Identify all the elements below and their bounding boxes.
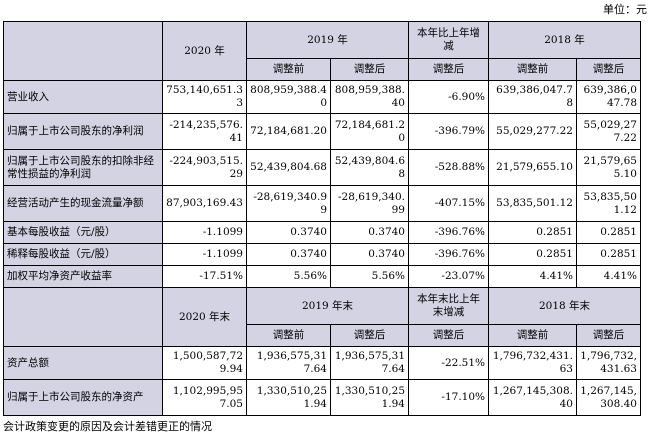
value-2020: -1.1099 (162, 243, 247, 266)
value-2019-before: 5.56% (246, 265, 331, 288)
header-2019: 2019 年 (246, 21, 409, 59)
subheader-change-after: 调整后 (408, 58, 489, 81)
value-2020: 1,500,587,729.94 (162, 346, 247, 380)
table-row: 归属于上市公司股东的扣除非经常性损益的净利润 -224,903,515.29 5… (3, 149, 641, 186)
section1-subheader-row: 调整前 调整后 调整后 调整前 调整后 (4, 58, 641, 81)
value-2019-after: 1,330,510,251.94 (330, 379, 409, 416)
value-2018-before: 4.41% (488, 265, 577, 288)
value-2019-after: 72,184,681.20 (330, 113, 409, 150)
value-2020: -214,235,576.41 (162, 113, 247, 150)
value-2020: 87,903,169.43 (162, 185, 247, 222)
value-change: -23.07% (408, 265, 489, 288)
row-label: 归属于上市公司股东的净资产 (3, 379, 163, 416)
value-2018-after: 0.2851 (576, 243, 641, 266)
value-change: -396.79% (408, 113, 489, 150)
header-2019-end: 2019 年末 (246, 287, 409, 325)
header-change: 本年比上年增减 (408, 21, 489, 59)
subheader-2018-after: 调整后 (576, 58, 641, 81)
value-2018-before: 1,267,145,308.40 (488, 379, 577, 416)
value-change: -407.15% (408, 185, 489, 222)
value-2020: 1,102,995,957.05 (162, 379, 247, 416)
section1-header-corner (3, 21, 163, 81)
footnote-heading: 会计政策变更的原因及会计差错更正的情况 (3, 420, 212, 433)
value-2018-before: 0.2851 (488, 243, 577, 266)
value-2018-after: 4.41% (576, 265, 641, 288)
table-row: 营业收入 753,140,651.33 808,959,388.40 808,9… (3, 80, 641, 114)
table-row: 基本每股收益（元/股） -1.1099 0.3740 0.3740 -396.7… (3, 221, 641, 244)
value-2018-after: 1,267,145,308.40 (576, 379, 641, 416)
row-label: 加权平均净资产收益率 (3, 265, 163, 288)
value-2019-after: -28,619,340.99 (330, 185, 409, 222)
subheader-2019-after: 调整后 (330, 58, 409, 81)
value-change: -396.76% (408, 221, 489, 244)
header-2018-end: 2018 年末 (488, 287, 641, 325)
value-change: -22.51% (408, 346, 489, 380)
table-row: 归属于上市公司股东的净利润 -214,235,576.41 72,184,681… (3, 113, 641, 150)
row-label: 经营活动产生的现金流量净额 (3, 185, 163, 222)
subheader-2019-after: 调整后 (330, 324, 409, 347)
value-2020: -1.1099 (162, 221, 247, 244)
subheader-2018-after: 调整后 (576, 324, 641, 347)
value-change: -528.88% (408, 149, 489, 186)
value-2018-before: 1,796,732,431.63 (488, 346, 577, 380)
value-2018-before: 0.2851 (488, 221, 577, 244)
value-2018-after: 639,386,047.78 (576, 80, 641, 114)
table-row: 稀释每股收益（元/股） -1.1099 0.3740 0.3740 -396.7… (3, 243, 641, 266)
value-2020: -224,903,515.29 (162, 149, 247, 186)
value-2019-before: 1,936,575,317.64 (246, 346, 331, 380)
value-2018-after: 21,579,655.10 (576, 149, 641, 186)
value-2019-before: -28,619,340.99 (246, 185, 331, 222)
value-change: -6.90% (408, 80, 489, 114)
subheader-2018-before: 调整前 (488, 324, 577, 347)
value-2019-before: 72,184,681.20 (246, 113, 331, 150)
value-2019-after: 5.56% (330, 265, 409, 288)
row-label: 归属于上市公司股东的净利润 (3, 113, 163, 150)
value-2019-before: 0.3740 (246, 221, 331, 244)
value-change: -396.76% (408, 243, 489, 266)
value-2019-after: 0.3740 (330, 243, 409, 266)
value-2019-after: 52,439,804.68 (330, 149, 409, 186)
value-2018-before: 53,835,501.12 (488, 185, 577, 222)
value-2019-before: 0.3740 (246, 243, 331, 266)
section2-header-corner (3, 287, 163, 347)
value-2018-before: 21,579,655.10 (488, 149, 577, 186)
value-2020: 753,140,651.33 (162, 80, 247, 114)
subheader-2019-before: 调整前 (246, 324, 331, 347)
header-2018: 2018 年 (488, 21, 641, 59)
value-2018-after: 0.2851 (576, 221, 641, 244)
value-change: -17.10% (408, 379, 489, 416)
header-change-end: 本年末比上年末增减 (408, 287, 489, 325)
subheader-2018-before: 调整前 (488, 58, 577, 81)
value-2019-before: 1,330,510,251.94 (246, 379, 331, 416)
value-2019-after: 0.3740 (330, 221, 409, 244)
subheader-change-after: 调整后 (408, 324, 489, 347)
header-2020: 2020 年 (162, 21, 247, 81)
value-2018-before: 55,029,277.22 (488, 113, 577, 150)
value-2018-before: 639,386,047.78 (488, 80, 577, 114)
value-2019-before: 808,959,388.40 (246, 80, 331, 114)
section1-header-row: 2020 年 2019 年 本年比上年增减 2018 年 (3, 21, 641, 81)
table-row: 经营活动产生的现金流量净额 87,903,169.43 -28,619,340.… (3, 185, 641, 222)
row-label: 资产总额 (3, 346, 163, 380)
value-2019-after: 808,959,388.40 (330, 80, 409, 114)
value-2018-after: 55,029,277.22 (576, 113, 641, 150)
row-label: 归属于上市公司股东的扣除非经常性损益的净利润 (3, 149, 163, 186)
table-row: 加权平均净资产收益率 -17.51% 5.56% 5.56% -23.07% 4… (3, 265, 641, 288)
value-2018-after: 1,796,732,431.63 (576, 346, 641, 380)
unit-label: 单位：元 (603, 3, 647, 16)
row-label: 基本每股收益（元/股） (3, 221, 163, 244)
subheader-2019-before: 调整前 (246, 58, 331, 81)
value-2019-after: 1,936,575,317.64 (330, 346, 409, 380)
row-label: 稀释每股收益（元/股） (3, 243, 163, 266)
row-label: 营业收入 (3, 80, 163, 114)
table-row: 资产总额 1,500,587,729.94 1,936,575,317.64 1… (3, 346, 641, 380)
value-2020: -17.51% (162, 265, 247, 288)
header-2020-end: 2020 年末 (162, 287, 247, 347)
table-row: 归属于上市公司股东的净资产 1,102,995,957.05 1,330,510… (3, 379, 641, 416)
financial-data-table: 2020 年 2019 年 本年比上年增减 2018 年 调整前 调整后 调整后… (3, 21, 641, 416)
value-2019-before: 52,439,804.68 (246, 149, 331, 186)
value-2018-after: 53,835,501.12 (576, 185, 641, 222)
section2-header-row: 2020 年末 2019 年末 本年末比上年末增减 2018 年末 (3, 287, 641, 347)
